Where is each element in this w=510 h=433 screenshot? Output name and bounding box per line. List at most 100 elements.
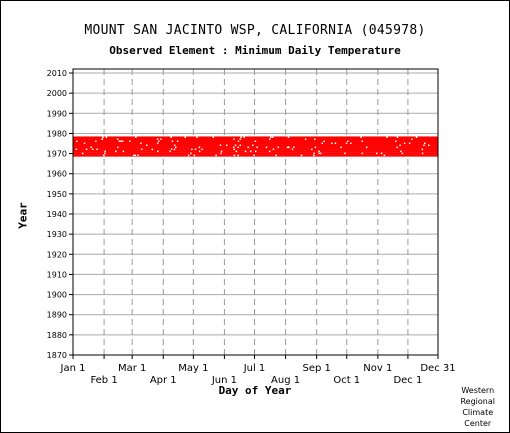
missing-data-speck	[287, 136, 290, 138]
data-year-band	[73, 146, 438, 149]
missing-data-speck	[314, 138, 316, 140]
missing-data-speck	[233, 138, 235, 140]
missing-data-speck	[254, 150, 257, 153]
missing-data-speck	[187, 154, 190, 157]
x-tick-label: Apr 1	[150, 375, 177, 386]
y-tick-label: 1870	[47, 351, 67, 360]
missing-data-speck	[237, 146, 240, 149]
x-tick-label: Feb 1	[90, 375, 117, 386]
missing-data-speck	[133, 154, 135, 157]
missing-data-speck	[291, 148, 294, 151]
missing-data-speck	[318, 152, 320, 155]
missing-data-speck	[104, 150, 106, 153]
y-tick-label: 2000	[47, 89, 67, 98]
missing-data-speck	[344, 152, 346, 155]
credit-line: Western	[461, 386, 495, 395]
missing-data-speck	[239, 144, 242, 147]
missing-data-speck	[226, 144, 228, 147]
missing-data-speck	[321, 142, 324, 145]
missing-data-speck	[95, 140, 97, 142]
x-tick-label: Jun 1	[211, 375, 237, 386]
data-year-band	[73, 152, 438, 155]
x-tick-label: May 1	[178, 363, 208, 374]
missing-data-speck	[83, 142, 86, 145]
missing-data-speck	[311, 148, 313, 151]
missing-data-speck	[415, 136, 418, 138]
missing-data-speck	[85, 148, 88, 151]
missing-data-speck	[219, 144, 222, 147]
missing-data-speck	[287, 146, 289, 149]
missing-data-speck	[313, 152, 315, 155]
missing-data-speck	[293, 146, 295, 149]
missing-data-speck	[424, 142, 426, 145]
missing-data-speck	[253, 154, 255, 157]
data-year-band	[73, 154, 438, 157]
missing-data-speck	[268, 150, 271, 153]
x-tick-label: Aug 1	[271, 375, 300, 386]
missing-data-speck	[240, 136, 242, 138]
x-tick-label: Dec 1	[393, 375, 422, 386]
missing-data-speck	[272, 148, 275, 151]
missing-data-speck	[400, 150, 402, 153]
data-year-band	[73, 138, 438, 141]
missing-data-speck	[173, 148, 176, 151]
data-year-band	[73, 142, 438, 145]
missing-data-speck	[129, 140, 131, 142]
missing-data-speck	[176, 140, 179, 142]
missing-data-speck	[365, 146, 368, 149]
missing-data-speck	[198, 150, 201, 153]
missing-data-speck	[105, 136, 108, 138]
x-tick-label: Jan 1	[60, 363, 86, 374]
data-year-band	[73, 144, 438, 147]
x-tick-label: Jul 1	[243, 363, 266, 374]
missing-data-speck	[102, 136, 104, 138]
x-tick-label: Dec 31	[420, 363, 455, 374]
missing-data-speck	[244, 150, 247, 153]
missing-data-speck	[399, 144, 401, 147]
missing-data-speck	[360, 136, 362, 138]
credit-line: Center	[464, 419, 492, 428]
chart-subtitle: Observed Element : Minimum Daily Tempera…	[109, 44, 401, 57]
missing-data-speck	[243, 136, 245, 138]
missing-data-speck	[201, 148, 203, 151]
chart-title: MOUNT SAN JACINTO WSP, CALIFORNIA (04597…	[84, 23, 426, 38]
missing-data-speck	[196, 136, 198, 138]
missing-data-speck	[175, 146, 177, 149]
missing-data-speck	[403, 142, 406, 145]
x-tick-label: Sep 1	[302, 363, 330, 374]
missing-data-speck	[76, 140, 78, 142]
y-tick-label: 1910	[47, 270, 67, 279]
missing-data-speck	[349, 142, 352, 145]
missing-data-speck	[396, 146, 398, 149]
missing-data-speck	[141, 148, 143, 151]
missing-data-speck	[122, 150, 125, 153]
missing-data-speck	[396, 136, 399, 138]
missing-data-speck	[90, 146, 92, 149]
missing-data-speck	[304, 138, 307, 140]
credit-line: Regional	[460, 397, 495, 406]
missing-data-speck	[386, 136, 388, 138]
missing-data-speck	[237, 154, 239, 157]
x-tick-label: Oct 1	[333, 375, 360, 386]
x-axis-label: Day of Year	[218, 384, 292, 397]
missing-data-speck	[323, 140, 325, 142]
y-tick-label: 1960	[47, 170, 67, 179]
missing-data-speck	[121, 140, 124, 142]
missing-data-speck	[193, 154, 196, 157]
missing-data-speck	[194, 148, 197, 151]
missing-data-speck	[361, 140, 363, 142]
missing-data-speck	[101, 138, 103, 140]
credit-line: Climate	[462, 408, 494, 417]
missing-data-speck	[380, 152, 383, 155]
missing-data-speck	[346, 140, 349, 142]
y-tick-label: 1920	[47, 250, 67, 259]
missing-data-speck	[320, 152, 322, 155]
missing-data-speck	[376, 152, 378, 155]
missing-data-speck	[239, 138, 242, 140]
missing-data-speck	[121, 140, 123, 142]
missing-data-speck	[212, 136, 215, 138]
y-tick-label: 1950	[47, 190, 67, 199]
missing-data-speck	[173, 144, 176, 147]
missing-data-speck	[411, 138, 413, 140]
